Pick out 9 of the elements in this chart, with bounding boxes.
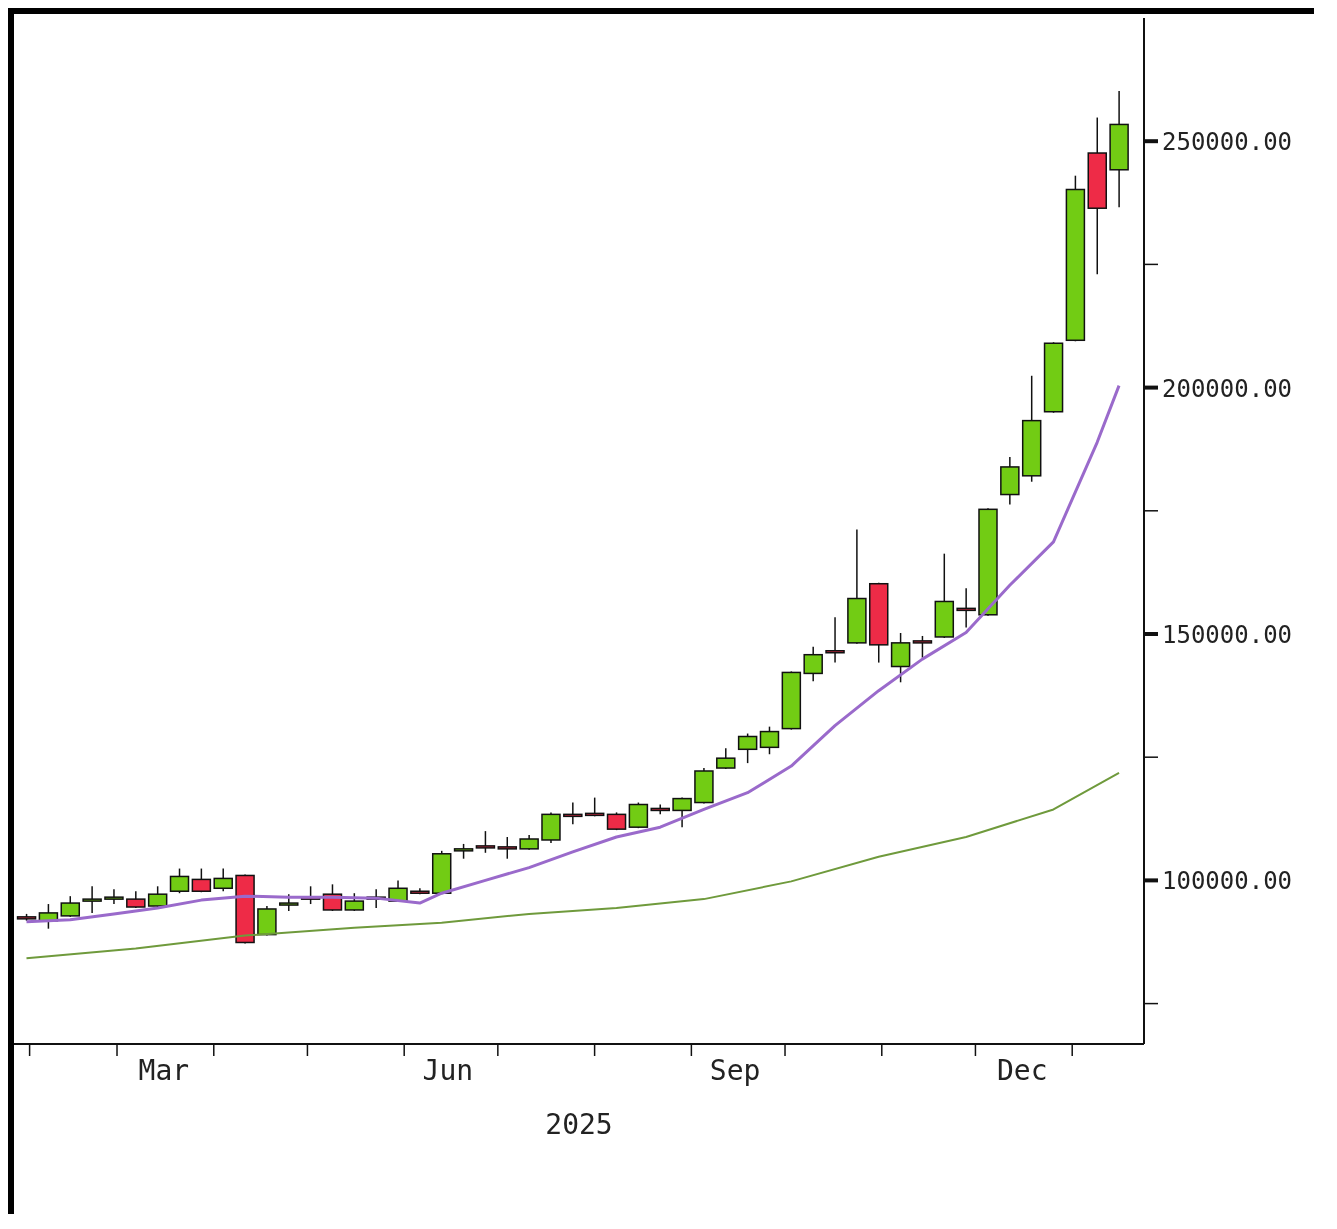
- y-tick-label: 100000.00: [1162, 867, 1293, 896]
- y-tick-label: 250000.00: [1162, 128, 1293, 157]
- y-tick-label: 200000.00: [1162, 374, 1293, 403]
- x-tick-label: Dec: [996, 1054, 1048, 1087]
- x-tick-label: Jun: [422, 1054, 474, 1087]
- x-tick-label: Mar: [138, 1054, 190, 1087]
- x-tick-label: Sep: [709, 1054, 761, 1087]
- x-axis-title: 2025: [545, 1108, 613, 1141]
- y-tick-label: 150000.00: [1162, 620, 1293, 649]
